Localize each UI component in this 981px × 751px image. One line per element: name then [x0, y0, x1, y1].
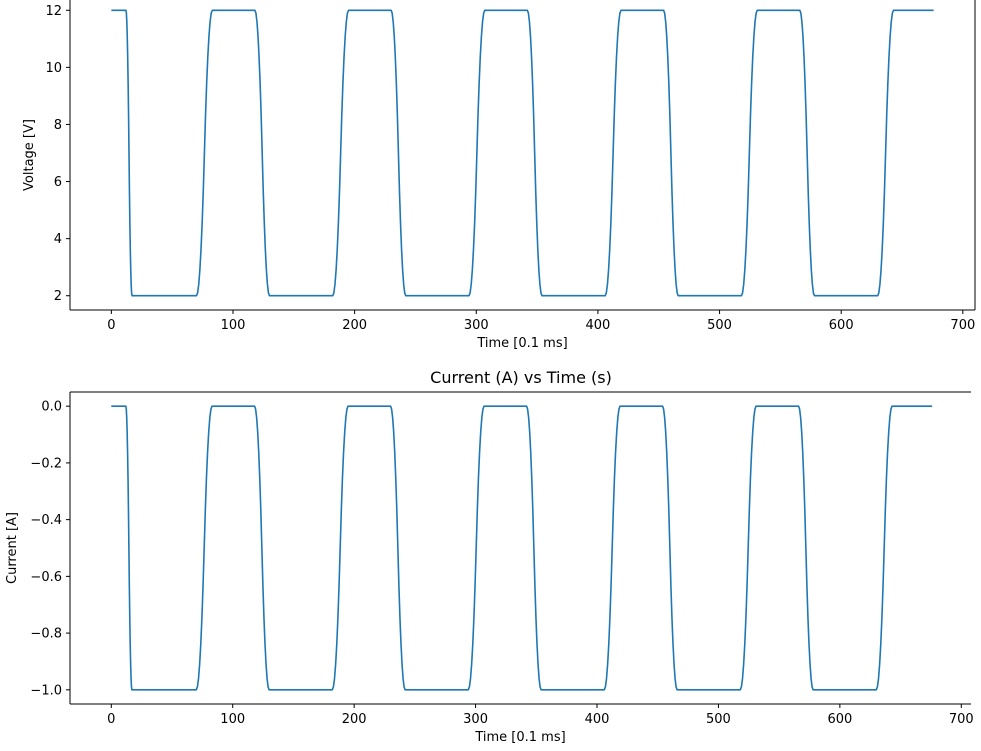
- x-axis-label: Time [0.1 ms]: [474, 730, 565, 745]
- y-tick-label: 10: [45, 61, 62, 76]
- y-tick-label: −0.6: [30, 570, 62, 585]
- x-tick-label: 100: [221, 318, 246, 333]
- chart-title: Current (A) vs Time (s): [430, 368, 612, 387]
- y-axis-label: Voltage [V]: [22, 119, 37, 191]
- y-tick-label: −0.8: [30, 627, 62, 642]
- y-tick-label: 2: [54, 289, 62, 304]
- x-tick-label: 700: [950, 318, 975, 333]
- y-tick-label: 12: [45, 4, 62, 19]
- y-tick-label: 4: [54, 232, 62, 247]
- x-tick-label: 0: [107, 318, 115, 333]
- chart-panel-2: 0 100 200 300 400 500 600 700 0.0 −0.2 −0.4 −0.6 −0.…: [5, 368, 974, 745]
- series-line-1: [111, 405, 933, 691]
- x-tick-label: 300: [463, 712, 488, 727]
- x-tick-label: 600: [829, 318, 854, 333]
- x-tick-label: 200: [342, 318, 367, 333]
- y-tick-label: 6: [54, 175, 62, 190]
- x-axis-label: Time [0.1 ms]: [476, 336, 567, 351]
- y-tick-label: 8: [54, 118, 62, 133]
- x-tick-label: 500: [707, 318, 732, 333]
- series-line-1: [111, 9, 934, 297]
- chart-panel-1: 0 100 200 300 400 500 600 700 2 4 6 8 10 12 Time [0.1 …: [22, 0, 976, 351]
- x-tick-label: 500: [706, 712, 731, 727]
- y-tick-label: −1.0: [30, 683, 62, 698]
- x-tick-label: 100: [220, 712, 245, 727]
- x-tick-label: 700: [949, 712, 974, 727]
- x-tick-label: 400: [586, 318, 611, 333]
- y-axis-label: Current [A]: [5, 512, 20, 584]
- x-tick-label: 200: [342, 712, 367, 727]
- x-tick-label: 400: [585, 712, 610, 727]
- x-tick-label: 300: [464, 318, 489, 333]
- x-tick-label: 0: [107, 712, 115, 727]
- x-tick-label: 600: [827, 712, 852, 727]
- y-tick-label: −0.4: [30, 513, 62, 528]
- y-tick-label: −0.2: [30, 456, 62, 471]
- y-tick-label: 0.0: [41, 400, 62, 415]
